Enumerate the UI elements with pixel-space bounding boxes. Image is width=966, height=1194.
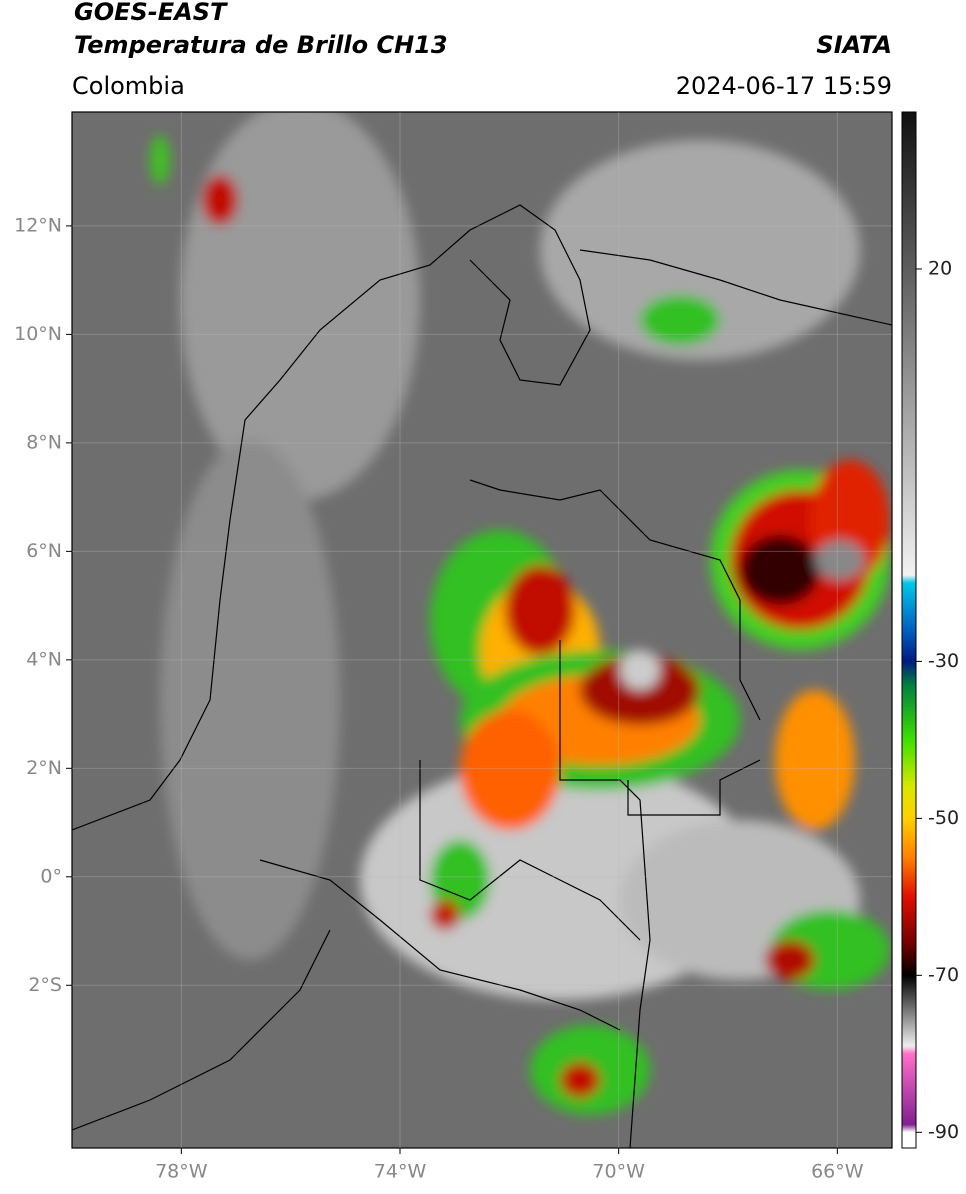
colorbar: 20 -30 -50 -70 -90 [901,111,959,1149]
y-tick-label: 10°N [14,323,62,345]
subtitle: Temperatura de Brillo CH13 [74,31,448,59]
map-image [72,112,892,1148]
y-tick-label: 4°N [26,648,62,670]
region: Colombia [72,72,185,100]
x-tick-label: 78°W [155,1161,208,1183]
x-tick-label: 74°W [374,1161,427,1183]
y-tick-label: 8°N [26,431,62,453]
y-tick-label: 6°N [26,540,62,562]
title: GOES-EAST [74,0,228,26]
x-tick-label: 66°W [811,1161,864,1183]
y-tick-label: 2°S [28,974,62,996]
y-tick-label: 12°N [14,214,62,236]
colorbar-tick-label: -70 [928,964,959,986]
x-tick-label: 70°W [592,1161,645,1183]
timestamp: 2024-06-17 15:59 [676,72,892,100]
colorbar-bar [901,111,917,1149]
colorbar-tick-label: 20 [928,257,952,279]
colorbar-tick-label: -90 [928,1121,959,1143]
colorbar-tick-label: -50 [928,807,959,829]
grid: 78°W 74°W 70°W 66°W 12°N 10°N 8°N 6°N 4°N 2°N 0° 2°… [14,112,892,1183]
y-tick-label: 0° [40,865,62,887]
y-tick-label: 2°N [26,757,62,779]
colorbar-tick-label: -30 [928,650,959,672]
cloud-field [150,112,890,1115]
map-frame [71,111,893,1149]
borders [72,204,892,1148]
source: SIATA [816,31,892,59]
